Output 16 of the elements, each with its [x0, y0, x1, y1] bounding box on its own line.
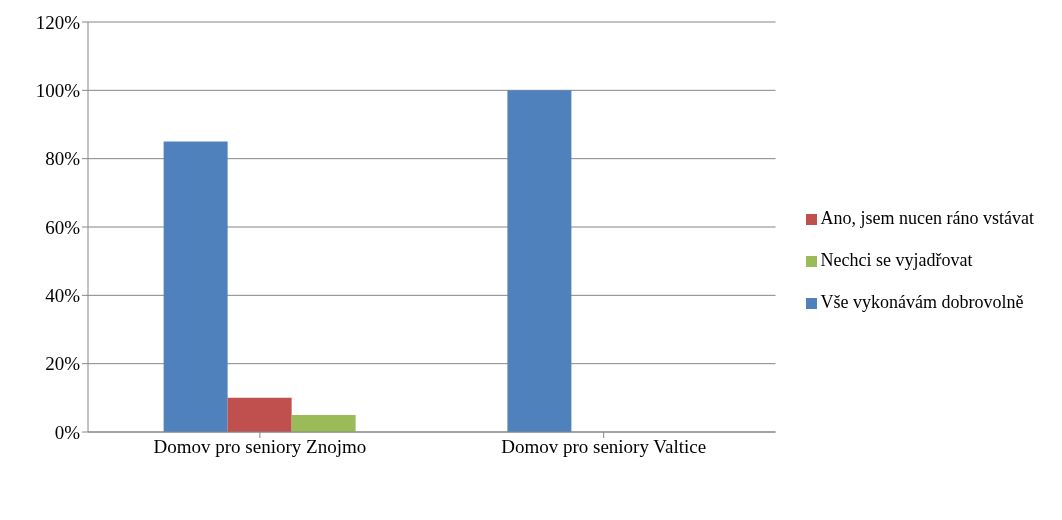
x-tick-label: Domov pro seniory Znojmo [153, 436, 367, 458]
y-tick-label: 60% [45, 216, 81, 238]
legend-label: Vše vykonávám dobrovolně [820, 292, 1024, 312]
bar [227, 397, 292, 432]
y-tick-label: 20% [45, 353, 81, 375]
bar [507, 90, 572, 432]
bar [291, 414, 356, 432]
y-tick-label: 0% [54, 421, 81, 443]
x-tick-label: Domov pro seniory Valtice [501, 436, 707, 458]
legend-label: Nechci se vyjadřovat [820, 250, 973, 270]
y-tick-label: 40% [45, 285, 81, 307]
y-tick-label: 80% [45, 148, 81, 170]
legend-label: Ano, jsem nucen ráno vstávat [820, 208, 1034, 228]
bar [163, 141, 228, 432]
y-tick-label: 120% [35, 11, 81, 33]
y-tick-label: 100% [35, 80, 81, 102]
